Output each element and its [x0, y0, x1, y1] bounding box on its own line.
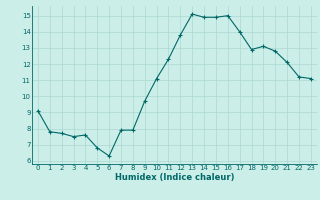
X-axis label: Humidex (Indice chaleur): Humidex (Indice chaleur)	[115, 173, 234, 182]
